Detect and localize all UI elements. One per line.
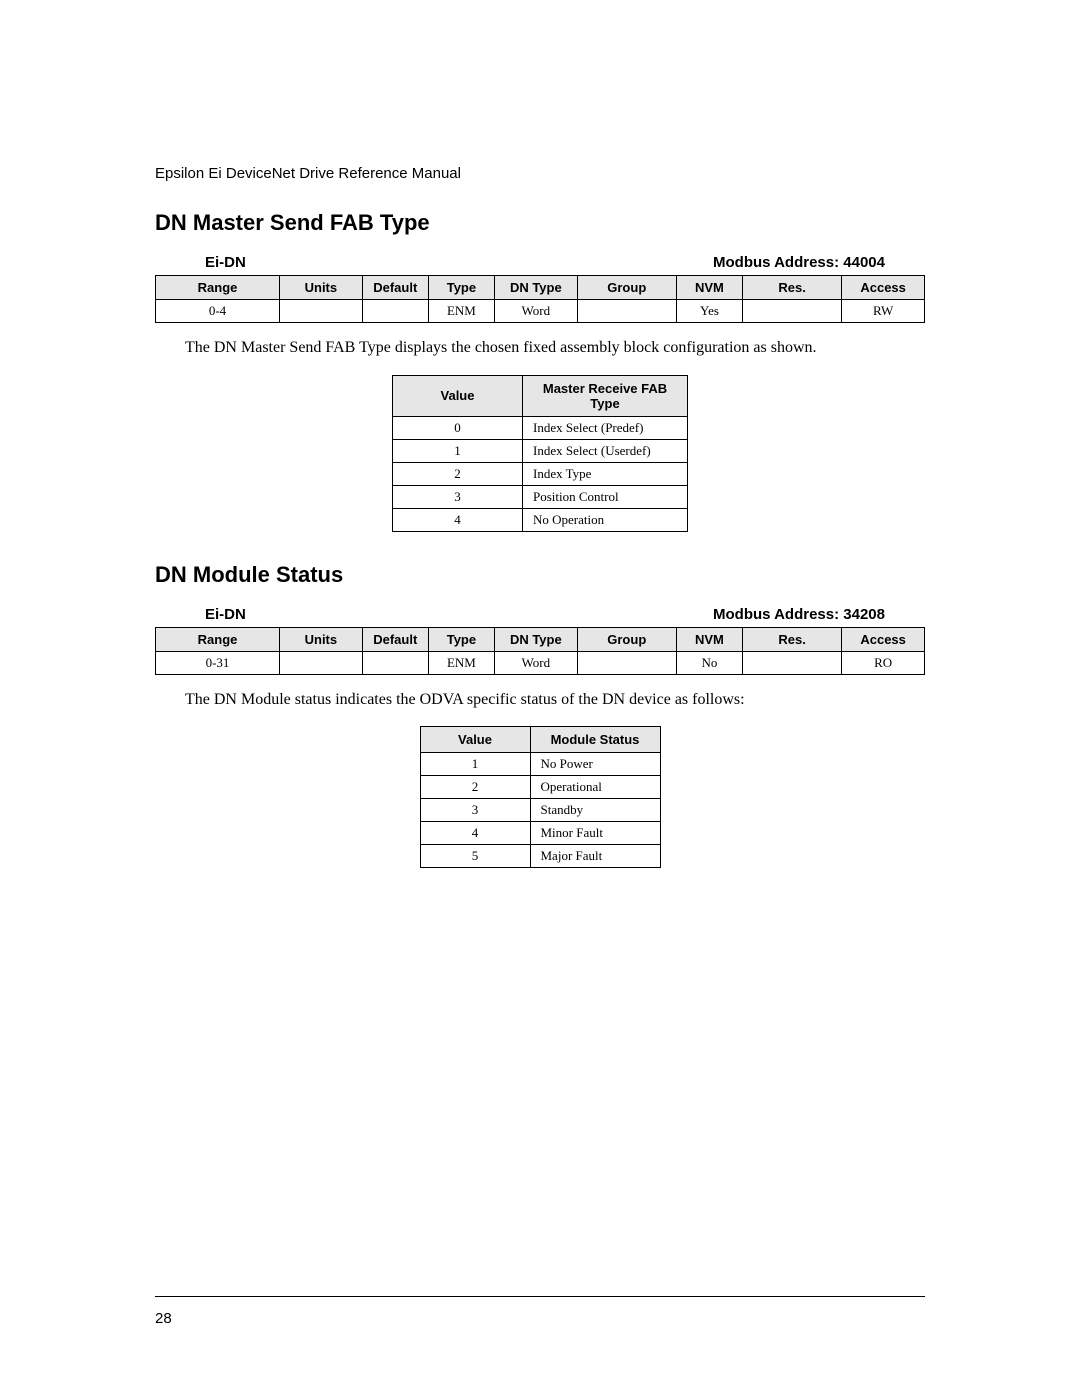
td-group: [577, 651, 676, 674]
table-row: 0Index Select (Predef): [393, 416, 688, 439]
wide-table-1: Range Units Default Type DN Type Group N…: [155, 275, 925, 323]
th-res: Res.: [743, 276, 842, 300]
td-units: [280, 300, 363, 323]
td-nvm: No: [676, 651, 742, 674]
th-range: Range: [156, 276, 280, 300]
table-row: 2Operational: [420, 776, 660, 799]
param-header-2: Ei-DN Modbus Address: 34208: [155, 606, 925, 623]
td-access: RO: [842, 651, 925, 674]
th-fab-type: Master Receive FAB Type: [523, 375, 688, 416]
td-label: Minor Fault: [530, 822, 660, 845]
table-row: 5Major Fault: [420, 845, 660, 868]
th-units: Units: [280, 627, 363, 651]
section-heading-module-status: DN Module Status: [155, 562, 925, 588]
wide-table-2: Range Units Default Type DN Type Group N…: [155, 627, 925, 675]
th-dntype: DN Type: [494, 627, 577, 651]
th-range: Range: [156, 627, 280, 651]
td-label: Standby: [530, 799, 660, 822]
td-val: 2: [420, 776, 530, 799]
td-res: [743, 651, 842, 674]
th-group: Group: [577, 276, 676, 300]
th-default: Default: [362, 276, 428, 300]
value-table-1: Value Master Receive FAB Type 0Index Sel…: [392, 375, 688, 532]
th-group: Group: [577, 627, 676, 651]
section-heading-fab-type: DN Master Send FAB Type: [155, 210, 925, 236]
table-row: 1Index Select (Userdef): [393, 439, 688, 462]
th-units: Units: [280, 276, 363, 300]
td-range: 0-31: [156, 651, 280, 674]
th-value: Value: [420, 727, 530, 753]
th-module-status: Module Status: [530, 727, 660, 753]
th-value: Value: [393, 375, 523, 416]
th-nvm: NVM: [676, 627, 742, 651]
td-dntype: Word: [494, 651, 577, 674]
body-text-1: The DN Master Send FAB Type displays the…: [185, 337, 925, 359]
th-access: Access: [842, 276, 925, 300]
footer-rule: [155, 1296, 925, 1297]
device-label: Ei-DN: [205, 254, 246, 271]
document-header: Epsilon Ei DeviceNet Drive Reference Man…: [155, 165, 925, 182]
td-label: Index Select (Predef): [523, 416, 688, 439]
table-row: 0-31 ENM Word No RO: [156, 651, 925, 674]
td-val: 2: [393, 462, 523, 485]
th-access: Access: [842, 627, 925, 651]
th-nvm: NVM: [676, 276, 742, 300]
td-val: 1: [420, 753, 530, 776]
table-row: 1No Power: [420, 753, 660, 776]
th-type: Type: [428, 627, 494, 651]
td-val: 4: [420, 822, 530, 845]
param-header-1: Ei-DN Modbus Address: 44004: [155, 254, 925, 271]
td-val: 1: [393, 439, 523, 462]
th-res: Res.: [743, 627, 842, 651]
td-type: ENM: [428, 300, 494, 323]
td-dntype: Word: [494, 300, 577, 323]
th-type: Type: [428, 276, 494, 300]
td-label: Index Select (Userdef): [523, 439, 688, 462]
table-row: 3Position Control: [393, 485, 688, 508]
td-val: 0: [393, 416, 523, 439]
table-row: 4Minor Fault: [420, 822, 660, 845]
table-row: 0-4 ENM Word Yes RW: [156, 300, 925, 323]
table-row: 2Index Type: [393, 462, 688, 485]
td-access: RW: [842, 300, 925, 323]
value-table-2: Value Module Status 1No Power 2Operation…: [420, 726, 661, 868]
td-res: [743, 300, 842, 323]
page-number: 28: [155, 1310, 172, 1327]
td-nvm: Yes: [676, 300, 742, 323]
td-default: [362, 300, 428, 323]
td-val: 4: [393, 508, 523, 531]
td-label: Operational: [530, 776, 660, 799]
modbus-address-label: Modbus Address: 44004: [713, 254, 885, 271]
th-dntype: DN Type: [494, 276, 577, 300]
modbus-address-label: Modbus Address: 34208: [713, 606, 885, 623]
td-label: Major Fault: [530, 845, 660, 868]
td-label: No Operation: [523, 508, 688, 531]
body-text-2: The DN Module status indicates the ODVA …: [185, 689, 925, 711]
td-units: [280, 651, 363, 674]
th-default: Default: [362, 627, 428, 651]
device-label: Ei-DN: [205, 606, 246, 623]
td-label: Position Control: [523, 485, 688, 508]
td-type: ENM: [428, 651, 494, 674]
td-val: 3: [420, 799, 530, 822]
td-val: 3: [393, 485, 523, 508]
td-label: No Power: [530, 753, 660, 776]
td-val: 5: [420, 845, 530, 868]
table-row: 3Standby: [420, 799, 660, 822]
table-row: 4No Operation: [393, 508, 688, 531]
td-group: [577, 300, 676, 323]
td-range: 0-4: [156, 300, 280, 323]
td-default: [362, 651, 428, 674]
td-label: Index Type: [523, 462, 688, 485]
